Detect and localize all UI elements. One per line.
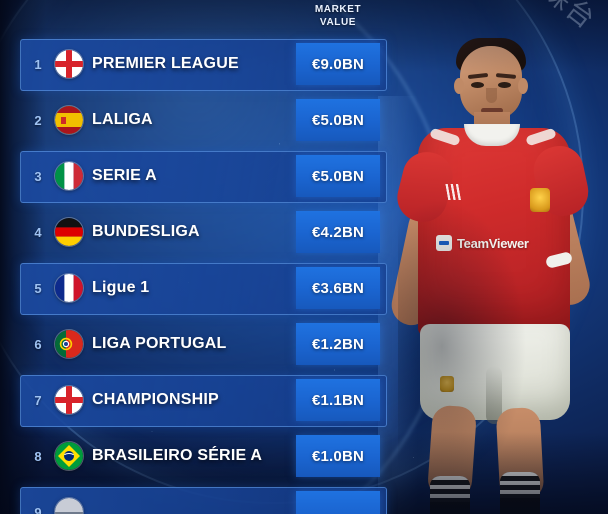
- market-value-text: €3.6BN: [311, 279, 365, 297]
- market-value-cell: €1.2BN: [296, 323, 380, 365]
- market-value-text: €5.0BN: [311, 167, 365, 185]
- table-row[interactable]: 5 Ligue 1 €3.6BN: [0, 260, 400, 316]
- league-name: CHAMPIONSHIP: [92, 391, 219, 408]
- table-row[interactable]: 7 CHAMPIONSHIP €1.1BN: [0, 372, 400, 428]
- unknown-flag: [55, 498, 83, 514]
- market-value-cell: €5.0BN: [296, 155, 380, 197]
- table-row[interactable]: 6 LIGA PORTUGAL €1.2BN: [0, 316, 400, 372]
- market-value-text: €5.0BN: [311, 111, 365, 129]
- england-flag: [55, 386, 83, 414]
- league-ranking-table: 1 PREMIER LEAGUE €9.0BN 2 LALIGA €5.0BN 3 SERIE…: [0, 36, 400, 514]
- rank-number: 2: [34, 112, 42, 128]
- league-name: BUNDESLIGA: [92, 223, 200, 240]
- table-row[interactable]: 9: [0, 484, 400, 514]
- league-name: SERIE A: [92, 167, 157, 184]
- market-value-text: €1.2BN: [311, 335, 365, 353]
- league-name: LALIGA: [92, 111, 153, 128]
- market-value-cell: €1.0BN: [296, 435, 380, 477]
- market-value-cell: €1.1BN: [296, 379, 380, 421]
- rank-number: 5: [34, 280, 42, 296]
- league-name: Ligue 1: [92, 279, 150, 296]
- spain-flag: [55, 106, 83, 134]
- market-value-header-line1: MARKET: [314, 4, 362, 15]
- market-value-text: €9.0BN: [311, 55, 365, 73]
- league-name: BRASILEIRO SÉRIE A: [92, 447, 263, 464]
- market-value-column-header: MARKET VALUE: [296, 3, 380, 29]
- market-value-cell: €9.0BN: [296, 43, 380, 85]
- rank-number: 4: [34, 224, 42, 240]
- germany-flag: [55, 218, 83, 246]
- market-value-text: €4.2BN: [311, 223, 365, 241]
- market-value-header-line2: VALUE: [319, 17, 357, 28]
- brazil-flag: [55, 442, 83, 470]
- rank-number: 7: [34, 392, 42, 408]
- table-row[interactable]: 8 BRASILEIRO SÉRIE A €1.0BN: [0, 428, 400, 484]
- table-row[interactable]: 3 SERIE A €5.0BN: [0, 148, 400, 204]
- england-flag: [55, 50, 83, 78]
- market-value-cell: [296, 491, 380, 514]
- italy-flag: [55, 162, 83, 190]
- market-value-cell: €4.2BN: [296, 211, 380, 253]
- market-value-cell: €5.0BN: [296, 99, 380, 141]
- rank-number: 3: [34, 168, 42, 184]
- table-row[interactable]: 1 PREMIER LEAGUE €9.0BN: [0, 36, 400, 92]
- portugal-flag: [55, 330, 83, 358]
- league-name: LIGA PORTUGAL: [92, 335, 227, 352]
- rank-number: 6: [34, 336, 42, 352]
- france-flag: [55, 274, 83, 302]
- table-row[interactable]: 2 LALIGA €5.0BN: [0, 92, 400, 148]
- rank-number: 1: [34, 56, 42, 72]
- table-row[interactable]: 4 BUNDESLIGA €4.2BN: [0, 204, 400, 260]
- market-value-text: €1.0BN: [311, 447, 365, 465]
- rank-number: 9: [34, 504, 42, 514]
- league-name: PREMIER LEAGUE: [92, 55, 239, 72]
- rank-number: 8: [34, 448, 42, 464]
- market-value-text: €1.1BN: [311, 391, 365, 409]
- market-value-cell: €3.6BN: [296, 267, 380, 309]
